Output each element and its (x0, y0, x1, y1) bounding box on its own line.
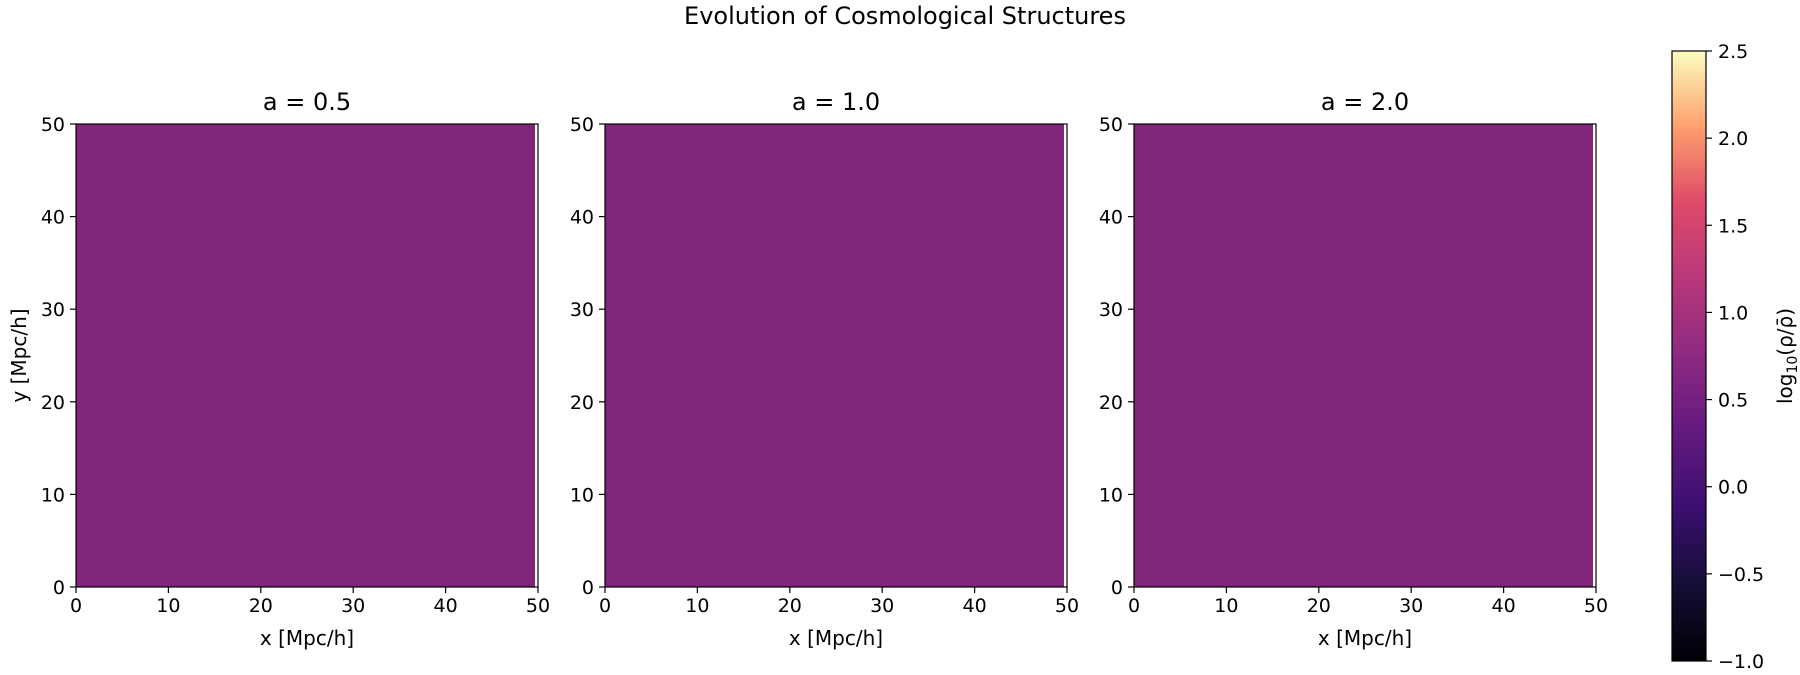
x-tick-label: 10 (1214, 595, 1238, 617)
y-tick-label: 20 (41, 392, 65, 414)
y-tick-label: 50 (1099, 114, 1123, 136)
x-tick-label: 30 (1399, 595, 1423, 617)
y-axis-label: y [Mpc/h] (7, 308, 31, 402)
x-tick-label: 40 (434, 595, 458, 617)
density-field (605, 124, 1064, 587)
x-tick-label: 50 (1584, 595, 1608, 617)
panel-title: a = 2.0 (1321, 88, 1409, 116)
panel-3: a = 2.0 0 10 20 30 40 50 0 10 20 30 40 50 x [Mpc/h] (1099, 88, 1608, 650)
colorbar-gradient (1672, 51, 1706, 661)
x-tick-label: 20 (1307, 595, 1331, 617)
axes-frame (604, 123, 1068, 588)
colorbar-tick-label: 0.0 (1718, 477, 1748, 499)
x-tick-label: 0 (599, 595, 611, 617)
y-tick-label: 10 (570, 484, 594, 506)
density-field (1134, 124, 1593, 587)
x-axis-label: x [Mpc/h] (789, 626, 883, 650)
x-tick-label: 50 (1055, 595, 1079, 617)
panel-2: a = 1.0 0 10 20 30 40 50 0 10 20 30 40 50 x [Mpc/h] (570, 88, 1079, 650)
colorbar-frame (1671, 50, 1707, 662)
density-field (76, 124, 535, 587)
y-tick-label: 40 (41, 207, 65, 229)
x-tick-label: 10 (685, 595, 709, 617)
colorbar-label: log10(ρ/ρ̄) (1773, 308, 1800, 404)
x-tick-label: 20 (778, 595, 802, 617)
x-tick-label: 40 (963, 595, 987, 617)
colorbar-tick-label: 0.5 (1718, 390, 1748, 412)
x-axis-label: x [Mpc/h] (260, 626, 354, 650)
x-axis-label: x [Mpc/h] (1318, 626, 1412, 650)
y-tick-label: 50 (570, 114, 594, 136)
panels: a = 0.5 0 10 20 30 40 50 0 10 20 30 40 50 x [Mpc/h] y … (7, 88, 1608, 650)
y-tick-label: 20 (570, 392, 594, 414)
panel-title: a = 0.5 (263, 88, 351, 116)
x-tick-label: 50 (526, 595, 550, 617)
y-tick-label: 30 (41, 299, 65, 321)
y-tick-label: 0 (53, 577, 65, 599)
x-tick-label: 30 (341, 595, 365, 617)
panel-title: a = 1.0 (792, 88, 880, 116)
figure-title: Evolution of Cosmological Structures (684, 2, 1126, 30)
colorbar-tick-label: 1.5 (1718, 215, 1748, 237)
panel-1: a = 0.5 0 10 20 30 40 50 0 10 20 30 40 50 x [Mpc/h] y … (7, 88, 550, 650)
colorbar: −1.0 −0.5 0.0 0.5 1.0 1.5 2.0 2.5 log10(ρ/ρ̄) (1671, 41, 1800, 673)
colorbar-tick-label: −1.0 (1718, 651, 1764, 673)
x-tick-label: 40 (1492, 595, 1516, 617)
y-tick-label: 40 (570, 207, 594, 229)
x-tick-label: 30 (870, 595, 894, 617)
y-tick-label: 40 (1099, 207, 1123, 229)
y-tick-label: 0 (582, 577, 594, 599)
colorbar-tick-label: −0.5 (1718, 564, 1764, 586)
y-tick-label: 10 (41, 484, 65, 506)
colorbar-tick-label: 2.0 (1718, 128, 1748, 150)
x-tick-label: 0 (1128, 595, 1140, 617)
y-tick-label: 30 (1099, 299, 1123, 321)
colorbar-tick-label: 1.0 (1718, 302, 1748, 324)
y-tick-label: 30 (570, 299, 594, 321)
y-tick-label: 0 (1111, 577, 1123, 599)
y-tick-label: 10 (1099, 484, 1123, 506)
y-tick-label: 50 (41, 114, 65, 136)
x-tick-label: 20 (249, 595, 273, 617)
colorbar-ticks: −1.0 −0.5 0.0 0.5 1.0 1.5 2.0 2.5 (1706, 41, 1764, 673)
axes-frame (75, 123, 539, 588)
axes-frame (1133, 123, 1597, 588)
x-tick-label: 0 (70, 595, 82, 617)
colorbar-tick-label: 2.5 (1718, 41, 1748, 63)
x-tick-label: 10 (156, 595, 180, 617)
y-tick-label: 20 (1099, 392, 1123, 414)
